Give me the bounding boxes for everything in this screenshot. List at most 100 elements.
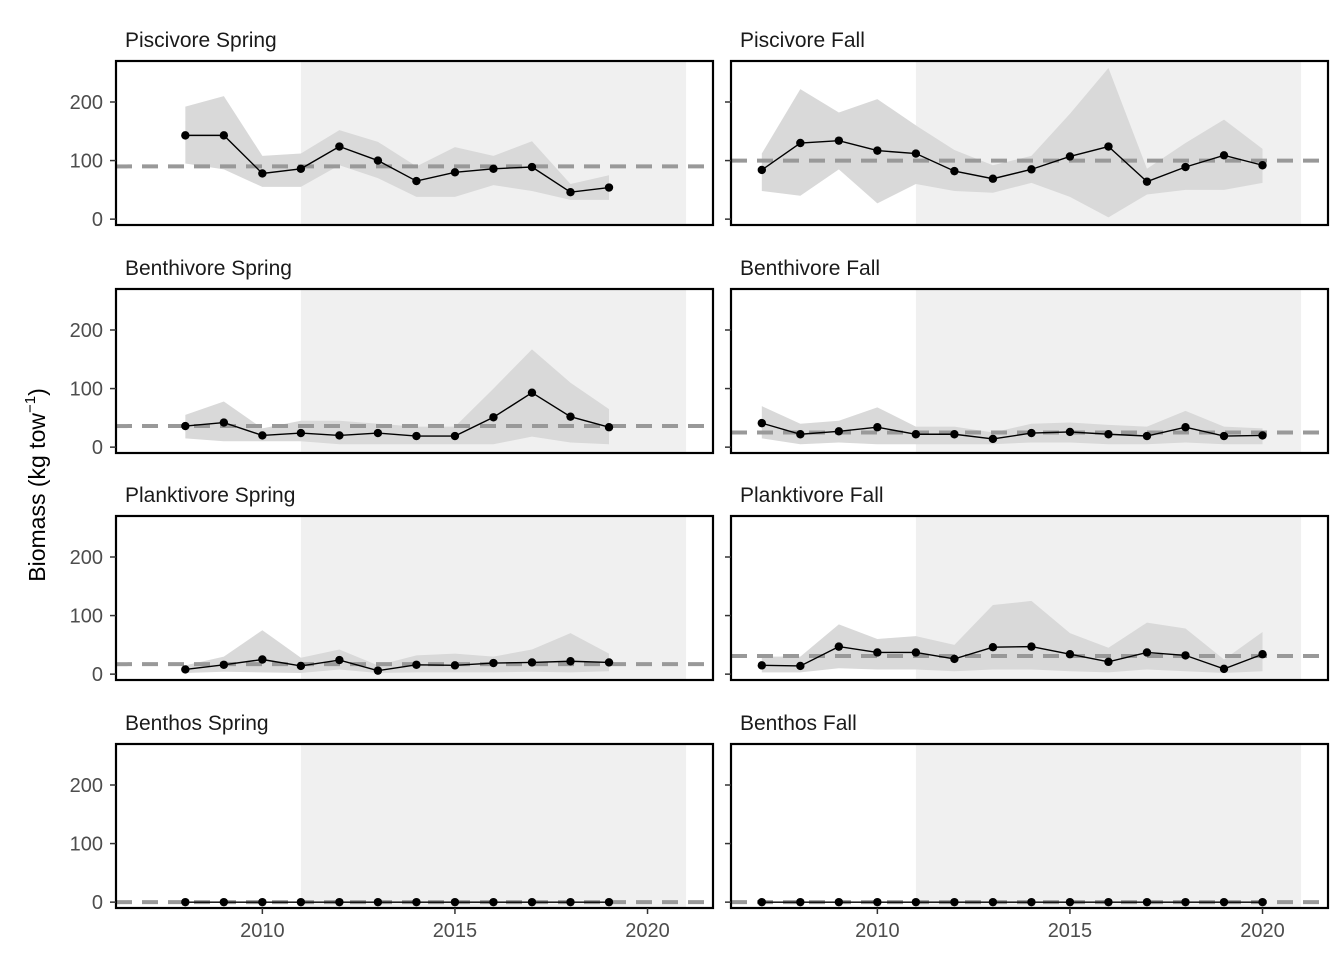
data-point [911, 648, 921, 657]
data-point [335, 142, 344, 151]
data-point [373, 156, 383, 165]
y-tick-label: 200 [70, 92, 103, 114]
data-point [988, 897, 998, 907]
data-point [1219, 897, 1229, 907]
confidence-band [761, 68, 1263, 218]
panel-frame [729, 287, 1330, 455]
y-tick-label: 0 [92, 664, 103, 686]
data-point [181, 131, 190, 140]
data-point [412, 176, 421, 186]
data-point [1258, 431, 1267, 440]
data-point [950, 654, 959, 664]
data-point [1258, 161, 1267, 170]
data-point [1219, 664, 1229, 674]
data-point [450, 897, 460, 907]
y-axis-label-main: Biomass (kg tow [24, 413, 50, 582]
data-point [796, 430, 805, 439]
data-point [1181, 162, 1190, 172]
data-point [1104, 897, 1113, 907]
y-axis-label-superscript: −1 [22, 396, 39, 413]
data-point [950, 897, 959, 907]
data-point [1065, 897, 1075, 907]
panel-piscivore-fall: Piscivore Fall [725, 29, 1330, 227]
data-point [412, 897, 421, 907]
data-point [604, 423, 614, 432]
x-tick-label: 2015 [1048, 920, 1093, 942]
shaded-period-band [300, 744, 687, 908]
data-point [873, 423, 882, 432]
panel-title: Benthivore Fall [740, 257, 880, 280]
data-point [757, 661, 767, 670]
panel-title: Planktivore Spring [125, 484, 295, 507]
data-point [335, 897, 344, 907]
data-point [258, 655, 267, 664]
x-tick-label: 2010 [855, 920, 900, 942]
data-point [873, 146, 882, 155]
data-point [258, 169, 267, 178]
y-tick-label: 0 [92, 209, 103, 231]
confidence-band [761, 406, 1263, 445]
x-tick-label: 2020 [1240, 920, 1285, 942]
data-point [988, 174, 998, 183]
data-point [911, 430, 921, 439]
data-point [1065, 650, 1075, 659]
data-point [1219, 431, 1229, 441]
y-tick-label: 100 [70, 151, 103, 173]
panel-title: Benthivore Spring [125, 257, 292, 280]
data-point [911, 149, 921, 158]
data-point [296, 897, 306, 907]
data-point [604, 658, 614, 667]
series-line [761, 422, 1263, 440]
data-point [757, 418, 767, 428]
x-tick-label: 2010 [240, 920, 285, 942]
data-point [950, 166, 959, 176]
y-tick-label: 100 [70, 834, 103, 856]
shaded-period-band [300, 516, 687, 680]
data-point [1258, 897, 1267, 907]
panel-benthivore-fall: Benthivore Fall [725, 257, 1330, 455]
panel-title: Piscivore Spring [125, 29, 277, 52]
data-point [566, 657, 575, 666]
data-point [873, 897, 882, 907]
data-point [757, 165, 767, 175]
data-point [1142, 648, 1152, 657]
data-point [373, 897, 383, 907]
data-point [950, 430, 959, 439]
data-point [988, 643, 998, 652]
confidence-band [185, 96, 610, 200]
data-point [181, 421, 190, 431]
panel-frame [114, 287, 715, 455]
panel-benthivore-spring: Benthivore Spring 0 100 200 [70, 257, 715, 459]
series-line [185, 391, 610, 437]
data-point [1181, 897, 1190, 907]
series-line [761, 139, 1263, 183]
series-line [185, 134, 610, 193]
panel-planktivore-fall: Planktivore Fall [725, 484, 1330, 682]
data-point [335, 655, 344, 665]
x-tick-label: 2015 [433, 920, 478, 942]
data-point [258, 897, 267, 907]
data-point [1181, 423, 1190, 432]
data-point [604, 897, 614, 907]
panels-group: Piscivore Spring 0 100 200 Piscivore Fall Ben… [70, 29, 1330, 942]
data-point [335, 431, 344, 440]
data-point [527, 897, 537, 907]
data-point [1181, 651, 1190, 660]
data-point [489, 897, 498, 907]
panel-planktivore-spring: Planktivore Spring 0 100 200 [70, 484, 715, 686]
data-point [373, 428, 383, 438]
data-point [1104, 142, 1113, 151]
data-point [450, 168, 460, 177]
y-tick-label: 200 [70, 320, 103, 342]
data-point [181, 665, 190, 674]
data-point [1104, 430, 1113, 439]
data-point [1142, 177, 1152, 186]
y-tick-label: 0 [92, 437, 103, 459]
data-point [1027, 642, 1036, 651]
data-point [834, 427, 844, 436]
data-point [1142, 431, 1152, 441]
data-point [219, 897, 229, 907]
y-axis-label-suffix: ) [24, 388, 50, 396]
data-point [757, 897, 767, 907]
data-point [988, 434, 998, 444]
